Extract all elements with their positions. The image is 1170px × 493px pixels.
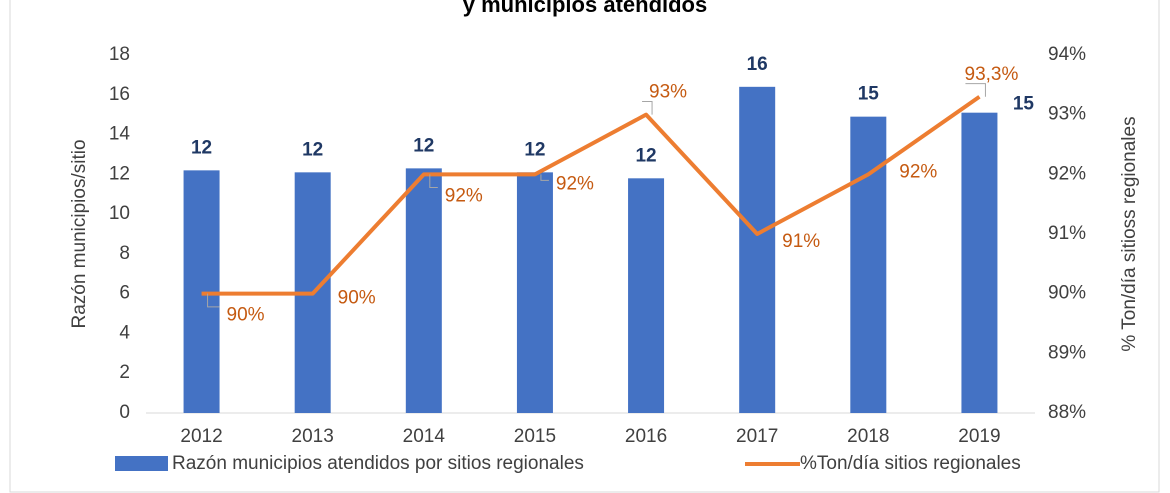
y2-tick-label: 92%	[1048, 163, 1086, 184]
y-tick-label: 2	[119, 362, 130, 383]
y-tick-label: 12	[109, 163, 130, 184]
bar-value-label: 12	[413, 135, 434, 156]
x-tick-label: 2012	[180, 426, 222, 447]
bar	[961, 112, 998, 413]
y-tick-label: 8	[119, 243, 130, 264]
line-value-label: 92%	[445, 185, 483, 206]
bar	[739, 86, 776, 414]
bar-value-label: 12	[524, 139, 545, 160]
line-value-label: 90%	[338, 288, 376, 309]
y2-tick-label: 94%	[1048, 44, 1086, 65]
bar-value-label: 15	[858, 84, 880, 105]
bar-value-label: 12	[191, 137, 212, 158]
chart-title: y municipios atendidos	[463, 0, 707, 17]
line-value-label: 92%	[556, 173, 594, 194]
leader-line	[429, 174, 438, 189]
bar	[516, 172, 553, 413]
y-tick-label: 16	[109, 84, 130, 105]
x-tick-label: 2015	[514, 426, 556, 447]
bar	[405, 168, 442, 413]
y2-tick-label: 89%	[1048, 342, 1086, 363]
legend-label: Razón municipios atendidos por sitios re…	[172, 453, 584, 474]
y2-tick-label: 91%	[1048, 223, 1086, 244]
y2-tick-label: 93%	[1048, 104, 1086, 125]
y-tick-label: 10	[109, 203, 130, 224]
line-value-label: 92%	[899, 161, 937, 182]
y-tick-label: 18	[109, 44, 130, 65]
line-value-label: 90%	[227, 305, 265, 326]
y2-tick-label: 88%	[1048, 402, 1086, 423]
y-tick-label: 14	[109, 124, 131, 145]
bar	[850, 116, 887, 414]
y-tick-label: 4	[119, 322, 130, 343]
bar-value-label: 16	[747, 54, 768, 75]
y-tick-label: 6	[119, 283, 130, 304]
x-tick-label: 2017	[736, 426, 778, 447]
leader-line	[540, 174, 549, 181]
bar-value-label: 12	[302, 139, 323, 160]
bar-value-label: 12	[635, 145, 656, 166]
x-tick-label: 2018	[847, 426, 889, 447]
leader-line	[207, 293, 220, 308]
line-value-label: 93,3%	[965, 64, 1019, 85]
bar	[628, 178, 665, 413]
y2-tick-label: 90%	[1048, 283, 1086, 304]
x-tick-label: 2016	[625, 426, 667, 447]
line-value-label: 93%	[649, 82, 687, 103]
leader-line	[965, 83, 986, 97]
x-tick-label: 2019	[958, 426, 1000, 447]
x-tick-label: 2014	[403, 426, 446, 447]
leader-line	[642, 100, 653, 115]
y-tick-label: 0	[119, 402, 130, 423]
legend-label: %Ton/día sitios regionales	[800, 453, 1021, 474]
y-axis-title: Razón municipios/sitio	[69, 139, 90, 328]
legend-swatch	[115, 456, 168, 471]
line-value-label: 91%	[782, 231, 820, 252]
bar-value-label: 15	[1013, 94, 1035, 115]
y2-axis-title: % Ton/día sitioss regionales	[1119, 116, 1140, 351]
x-tick-label: 2013	[292, 426, 334, 447]
line	[201, 95, 981, 296]
